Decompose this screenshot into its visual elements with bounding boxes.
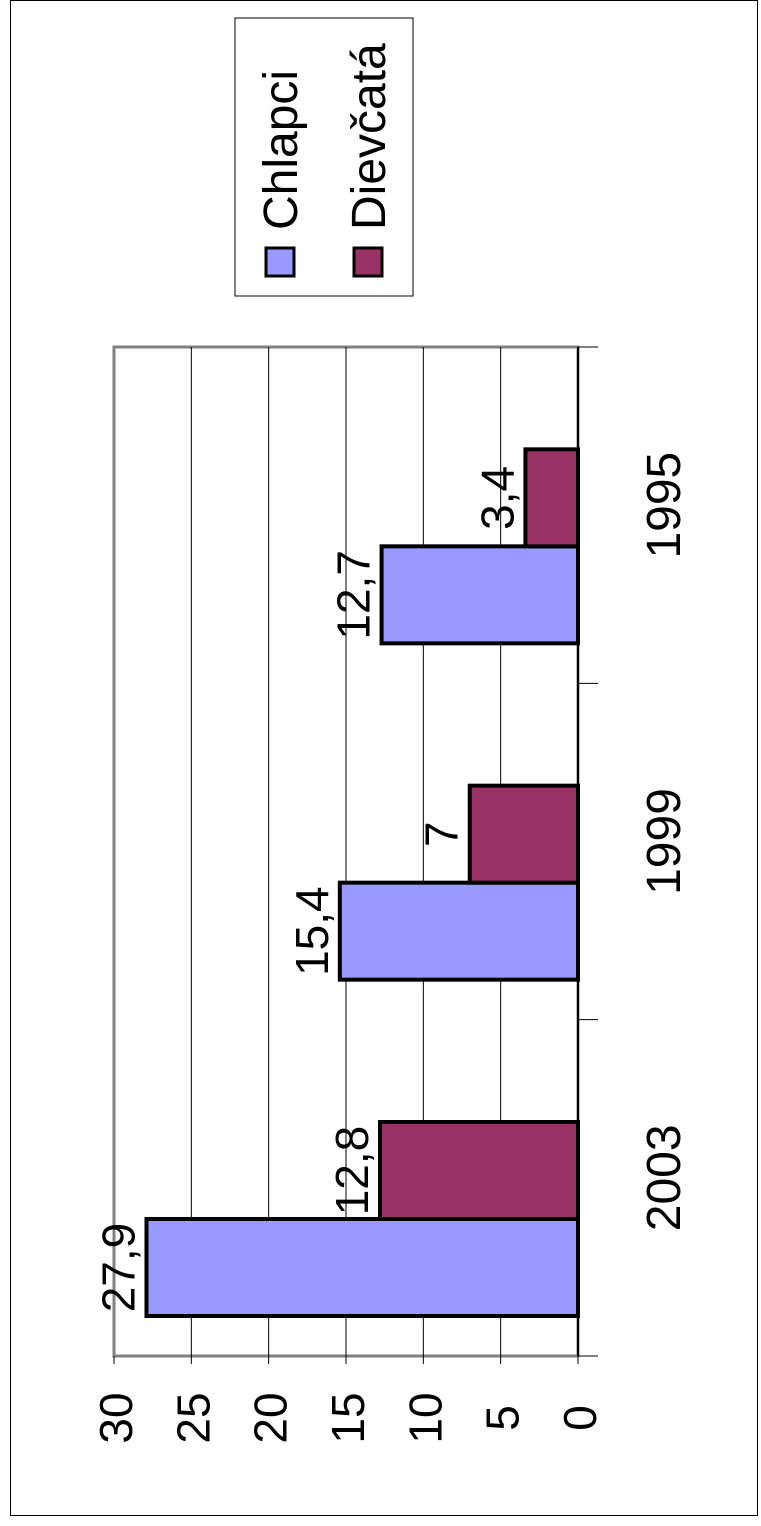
data-label: 3,4 <box>471 466 523 530</box>
bar-Dievčatá-1999 <box>467 783 581 885</box>
value-tick-label: 25 <box>167 1392 219 1443</box>
legend: Chlapci Dievčatá <box>234 17 414 297</box>
value-tick-label: 0 <box>554 1405 606 1431</box>
data-label: 12,7 <box>328 550 380 640</box>
chart-frame <box>10 0 758 1516</box>
value-tick-label: 20 <box>245 1392 297 1443</box>
bar-Dievčatá-1995 <box>523 447 580 549</box>
legend-swatch <box>264 246 296 278</box>
data-label: 15,4 <box>286 886 338 976</box>
value-tick-label: 5 <box>477 1405 529 1431</box>
value-tick-label: 15 <box>322 1392 374 1443</box>
legend-label: Chlapci <box>255 70 308 230</box>
plot-area: 05 10 15 20 25 30 12,7 3,4 1995 15,4 7 1999 27,9 12,8… <box>90 345 691 1444</box>
bar-Dievčatá-2003 <box>378 1120 580 1221</box>
value-tick-label: 30 <box>90 1392 142 1443</box>
legend-swatch <box>352 246 384 278</box>
bar-Chlapci-1999 <box>337 880 580 982</box>
data-label: 12,8 <box>326 1126 378 1216</box>
bar-Chlapci-2003 <box>144 1217 580 1318</box>
value-tick-label: 10 <box>399 1392 451 1443</box>
category-label: 1995 <box>638 452 691 559</box>
data-label: 27,9 <box>92 1223 144 1313</box>
category-label: 1999 <box>638 788 691 895</box>
data-label: 7 <box>416 821 468 847</box>
category-label: 2003 <box>638 1124 691 1231</box>
legend-label: Dievčatá <box>343 43 396 230</box>
bar-Chlapci-1995 <box>379 544 580 646</box>
